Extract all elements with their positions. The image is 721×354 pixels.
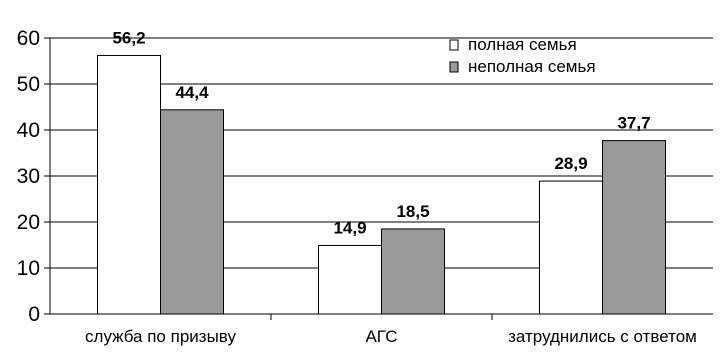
legend-label: неполная семья: [468, 57, 596, 76]
y-tick-label: 30: [17, 165, 40, 188]
y-tick-label: 0: [28, 303, 40, 326]
y-tick-label: 60: [17, 27, 40, 50]
data-label: 56,2: [112, 28, 145, 47]
y-tick-label: 10: [17, 257, 40, 280]
x-tick-label: АГС: [365, 327, 397, 346]
bar-full-family: [318, 244, 382, 315]
bar-single-parent-family: [381, 228, 445, 315]
y-tick-label: 40: [17, 119, 40, 142]
y-tick-label: 50: [17, 73, 40, 96]
data-label: 44,4: [175, 83, 209, 102]
legend-label: полная семья: [468, 35, 577, 54]
x-tick-label: служба по призыву: [85, 327, 236, 346]
bar-full-family: [539, 180, 603, 315]
data-label: 18,5: [396, 202, 429, 221]
data-label: 28,9: [554, 154, 587, 173]
data-label: 37,7: [617, 114, 650, 133]
data-label: 14,9: [333, 218, 366, 237]
legend-swatch: [449, 39, 459, 51]
legend-swatch: [449, 61, 459, 73]
y-tick-label: 20: [17, 211, 40, 234]
x-tick-label: затруднились с ответом: [508, 327, 697, 346]
bar-single-parent-family: [160, 109, 224, 315]
bar-full-family: [97, 54, 161, 315]
bar-single-parent-family: [602, 140, 666, 315]
